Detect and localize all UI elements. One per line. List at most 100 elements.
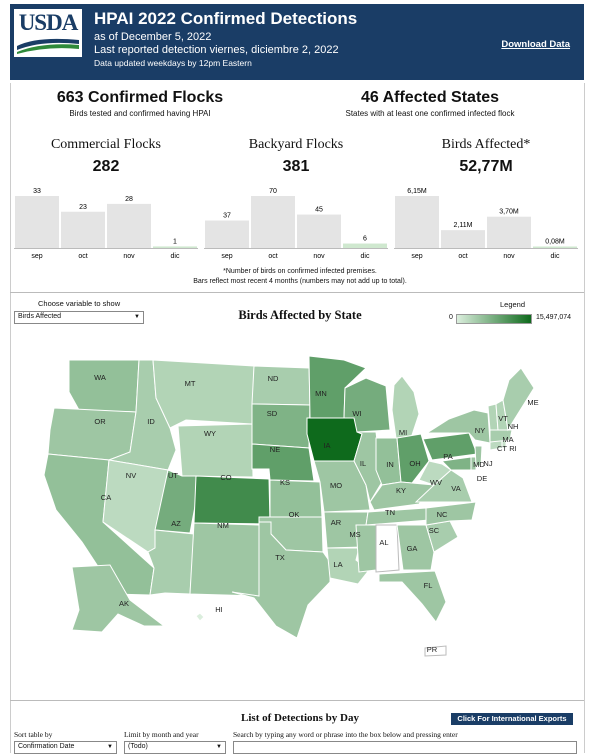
bar-sep (395, 196, 439, 248)
usda-logo-text: USDA (18, 10, 79, 35)
state-label-sc: SC (429, 526, 440, 535)
right-border (584, 83, 585, 753)
state-mt[interactable] (152, 359, 255, 429)
map-title: Birds Affected by State (238, 308, 362, 322)
bar-tick-label: oct (78, 253, 87, 260)
variable-select[interactable]: Birds Affected ▼ (14, 311, 144, 324)
state-ky[interactable] (369, 481, 435, 511)
bar-value-label: 0,08M (545, 239, 565, 246)
sort-select[interactable]: Confirmation Date ▼ (14, 741, 117, 754)
left-border (10, 83, 11, 753)
bar-tick-label: sep (31, 253, 42, 260)
bar-oct (441, 230, 485, 248)
header-banner: USDA HPAI 2022 Confirmed Detections as o… (10, 4, 584, 80)
as-of-date: as of December 5, 2022 (94, 31, 212, 43)
state-label-pr: PR (427, 645, 438, 654)
state-label-md: MD (473, 460, 485, 469)
bar-sep (205, 220, 249, 248)
state-label-nj: NJ (483, 459, 492, 468)
bar-tick-label: dic (361, 253, 370, 260)
birds-title: Birds Affected* (441, 137, 531, 152)
state-ia[interactable] (306, 417, 363, 462)
bar-tick-label: nov (503, 253, 515, 260)
state-sd[interactable] (251, 403, 311, 449)
state-wa[interactable] (68, 359, 140, 413)
international-exports-button[interactable]: Click For International Exports (451, 713, 573, 725)
state-wi[interactable] (343, 377, 391, 433)
sort-select-value: Confirmation Date (18, 743, 75, 750)
state-ne[interactable] (251, 443, 315, 482)
state-label-ms: MS (349, 530, 360, 539)
bar-oct (61, 211, 105, 248)
state-label-ca: CA (101, 493, 111, 502)
state-label-mo: MO (330, 481, 342, 490)
state-oh[interactable] (396, 433, 430, 484)
state-me[interactable] (502, 367, 535, 432)
state-label-or: OR (94, 417, 106, 426)
bar-value-label: 3,70M (499, 209, 519, 216)
state-ny[interactable] (425, 409, 491, 444)
commercial-title: Commercial Flocks (50, 137, 162, 152)
state-label-hi: HI (215, 605, 223, 614)
bar-tick-label: sep (221, 253, 232, 260)
state-wy[interactable] (177, 423, 254, 478)
search-label: Search by typing any word or phrase into… (233, 730, 458, 739)
birds-bar-chart: 6,15M sep 2,11M oct 3,70M nov 0,08M dic (394, 188, 578, 260)
variable-select-value: Birds Affected (18, 313, 62, 320)
state-fl[interactable] (378, 570, 447, 623)
state-al[interactable] (375, 524, 400, 573)
bar-value-label: 37 (223, 213, 231, 220)
state-label-mi: MI (399, 428, 407, 437)
limit-select-value: (Todo) (128, 743, 148, 750)
state-label-ma: MA (502, 435, 513, 444)
state-de[interactable] (470, 456, 477, 471)
download-data-link[interactable]: Download Data (501, 39, 570, 50)
state-label-wa: WA (94, 373, 106, 382)
bar-nov (487, 216, 531, 248)
bar-tick-label: nov (313, 253, 325, 260)
state-label-ny: NY (475, 426, 485, 435)
bar-value-label: 45 (315, 207, 323, 214)
bar-value-label: 23 (79, 204, 87, 211)
state-tx[interactable] (231, 521, 331, 639)
affected-states-headline: 46 Affected States (360, 89, 500, 106)
state-az[interactable] (147, 529, 195, 596)
note-line-1: *Number of birds on confirmed infected p… (223, 268, 377, 275)
state-ak[interactable] (71, 564, 166, 633)
state-hi[interactable] (195, 612, 205, 622)
state-nd[interactable] (251, 365, 311, 406)
limit-select[interactable]: (Todo) ▼ (124, 741, 226, 754)
bar-value-label: 33 (33, 188, 41, 195)
state-nc[interactable] (425, 501, 477, 526)
backyard-bar-chart: 37 sep 70 oct 45 nov 6 dic (204, 188, 388, 260)
state-label-ak: AK (119, 599, 129, 608)
state-label-ks: KS (280, 478, 290, 487)
bar-value-label: 1 (173, 238, 177, 245)
bar-tick-label: oct (458, 253, 467, 260)
state-wv[interactable] (418, 460, 452, 486)
state-label-ia: IA (323, 441, 330, 450)
state-mi[interactable] (391, 375, 420, 439)
bottom-divider (10, 700, 584, 701)
bar-dic (533, 246, 577, 248)
state-label-fl: FL (424, 581, 433, 590)
state-label-de: DE (477, 474, 487, 483)
state-label-tn: TN (385, 508, 395, 517)
state-ga[interactable] (396, 524, 435, 571)
bar-tick-label: oct (268, 253, 277, 260)
state-label-mn: MN (315, 389, 327, 398)
commercial-value: 282 (92, 158, 120, 175)
state-va[interactable] (414, 469, 473, 503)
sort-label: Sort table by (14, 730, 53, 739)
state-label-wi: WI (352, 409, 361, 418)
bar-tick-label: nov (123, 253, 135, 260)
search-input[interactable] (233, 741, 577, 754)
state-nm[interactable] (189, 522, 260, 597)
state-pr[interactable] (424, 645, 447, 657)
state-or[interactable] (47, 407, 137, 461)
state-label-ga: GA (407, 544, 418, 553)
us-state-map[interactable]: WA OR CA ID NV MT WY UT AZ CO NM ND SD NE KS OK TX MN IA MO… (14, 330, 584, 665)
state-nj[interactable] (474, 445, 483, 467)
list-title: List of Detections by Day (241, 712, 359, 724)
bar-value-label: 2,11M (454, 222, 473, 229)
